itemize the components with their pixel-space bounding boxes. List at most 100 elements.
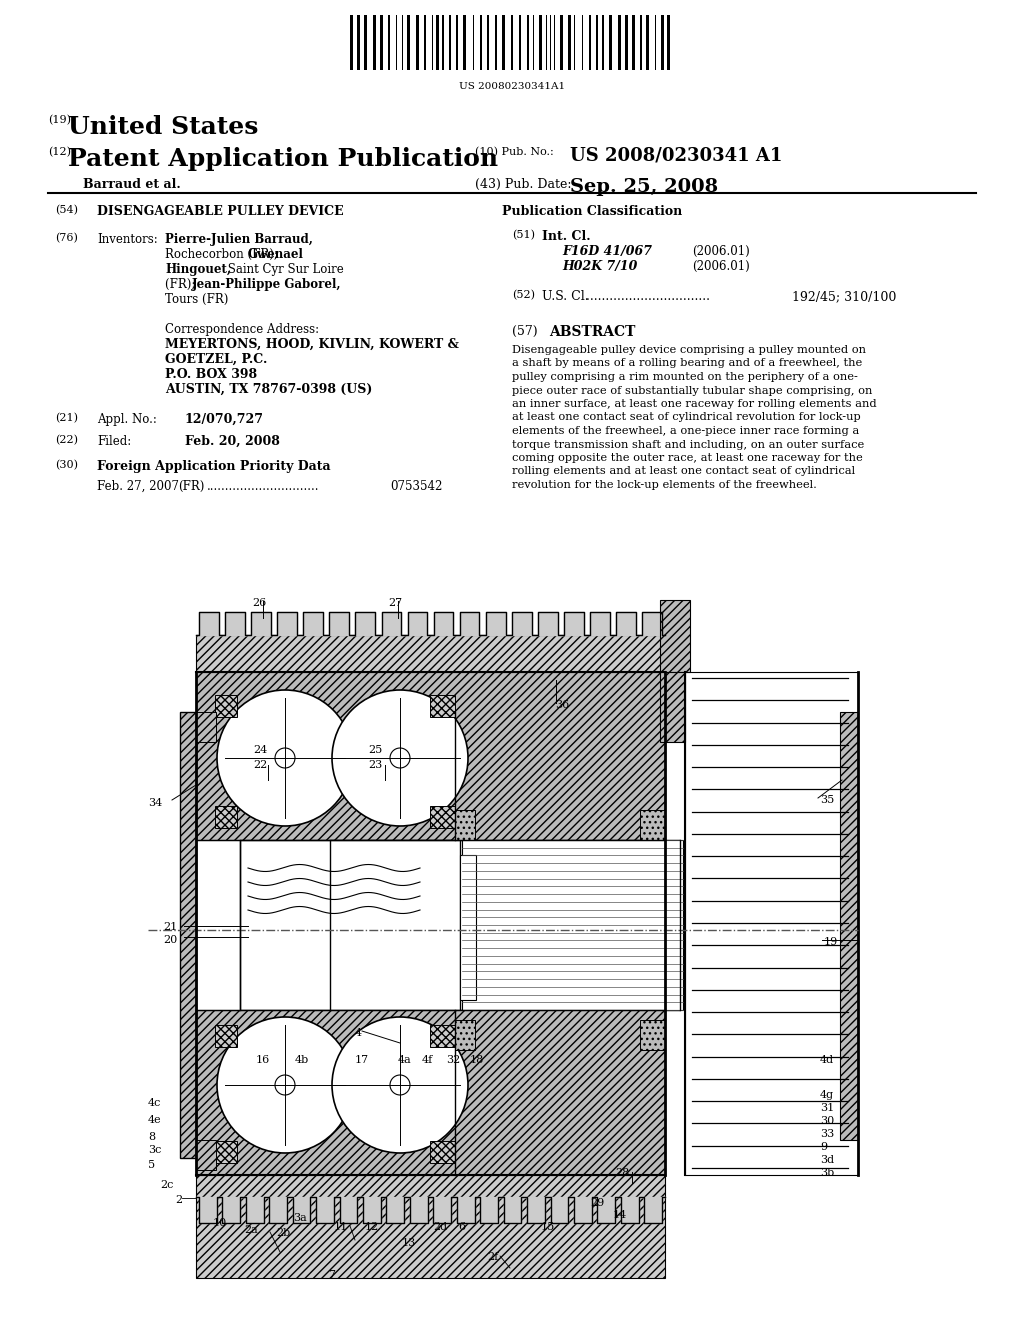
- Bar: [196, 711, 216, 742]
- Text: 16: 16: [256, 1055, 270, 1065]
- Text: 36: 36: [555, 700, 569, 710]
- Text: 2a: 2a: [244, 1225, 258, 1236]
- Bar: [449, 15, 451, 70]
- Text: (30): (30): [55, 459, 78, 470]
- Text: torque transmission shaft and including, on an outer surface: torque transmission shaft and including,…: [512, 440, 864, 450]
- Text: Jean-Philippe Gaborel,: Jean-Philippe Gaborel,: [193, 279, 341, 290]
- Bar: [430, 696, 455, 717]
- Text: F16D 41/067: F16D 41/067: [562, 246, 652, 257]
- Text: 3b: 3b: [820, 1168, 835, 1177]
- Bar: [519, 15, 521, 70]
- Text: (57): (57): [512, 325, 538, 338]
- Text: Barraud et al.: Barraud et al.: [83, 178, 181, 191]
- Bar: [424, 15, 426, 70]
- Bar: [462, 840, 683, 1010]
- Bar: [196, 635, 665, 672]
- Circle shape: [332, 690, 468, 826]
- Text: 7: 7: [328, 1270, 335, 1280]
- Text: 35: 35: [820, 795, 835, 805]
- Text: 4d: 4d: [820, 1055, 835, 1065]
- Bar: [455, 810, 475, 840]
- Text: Tours (FR): Tours (FR): [165, 293, 228, 306]
- Bar: [380, 15, 383, 70]
- Text: Hingouet,: Hingouet,: [165, 263, 231, 276]
- Bar: [667, 15, 670, 70]
- Text: Feb. 27, 2007: Feb. 27, 2007: [97, 480, 179, 492]
- Bar: [388, 15, 390, 70]
- Bar: [460, 855, 476, 1001]
- Text: 12: 12: [365, 1222, 379, 1232]
- Bar: [416, 15, 419, 70]
- Text: (54): (54): [55, 205, 78, 215]
- Text: (10) Pub. No.:: (10) Pub. No.:: [475, 147, 554, 157]
- Text: 30: 30: [820, 1115, 835, 1126]
- Bar: [240, 840, 680, 1010]
- Text: rolling elements and at least one contact seat of cylindrical: rolling elements and at least one contac…: [512, 466, 855, 477]
- Text: GOETZEL, P.C.: GOETZEL, P.C.: [165, 352, 267, 366]
- Text: 14: 14: [613, 1210, 628, 1220]
- Bar: [364, 15, 367, 70]
- Bar: [660, 672, 685, 742]
- Bar: [357, 15, 360, 70]
- Text: 23: 23: [368, 760, 382, 770]
- Text: 33: 33: [820, 1129, 835, 1139]
- Bar: [609, 15, 612, 70]
- Text: Appl. No.:: Appl. No.:: [97, 413, 157, 426]
- Text: 18: 18: [470, 1055, 484, 1065]
- Text: (51): (51): [512, 230, 535, 240]
- Circle shape: [332, 1016, 468, 1152]
- Text: 8: 8: [148, 1133, 155, 1142]
- Text: 0753542: 0753542: [390, 480, 442, 492]
- Text: H02K 7/10: H02K 7/10: [562, 260, 637, 273]
- Bar: [196, 1175, 665, 1278]
- Bar: [502, 15, 505, 70]
- Text: 3d: 3d: [820, 1155, 835, 1166]
- Bar: [196, 672, 665, 840]
- Text: (FR): (FR): [178, 480, 205, 492]
- Bar: [215, 1140, 237, 1163]
- Text: 22: 22: [253, 760, 267, 770]
- Text: Correspondence Address:: Correspondence Address:: [165, 323, 319, 337]
- Text: (43) Pub. Date:: (43) Pub. Date:: [475, 178, 571, 191]
- Bar: [215, 807, 237, 828]
- Text: ..............................: ..............................: [207, 480, 319, 492]
- Text: 15: 15: [541, 1222, 555, 1232]
- Bar: [487, 15, 489, 70]
- Bar: [625, 15, 628, 70]
- Text: (2006.01): (2006.01): [692, 246, 750, 257]
- Text: 4: 4: [355, 1028, 362, 1038]
- Bar: [640, 810, 665, 840]
- Text: 32: 32: [446, 1055, 460, 1065]
- Text: elements of the freewheel, a one-piece inner race forming a: elements of the freewheel, a one-piece i…: [512, 426, 859, 436]
- Text: a shaft by means of a rolling bearing and of a freewheel, the: a shaft by means of a rolling bearing an…: [512, 359, 862, 368]
- Bar: [407, 15, 410, 70]
- Text: ABSTRACT: ABSTRACT: [549, 325, 635, 339]
- Text: 24: 24: [253, 744, 267, 755]
- Bar: [215, 696, 237, 717]
- Text: AUSTIN, TX 78767-0398 (US): AUSTIN, TX 78767-0398 (US): [165, 383, 373, 396]
- Bar: [568, 15, 571, 70]
- Text: (76): (76): [55, 234, 78, 243]
- Bar: [560, 15, 563, 70]
- Text: 2c: 2c: [160, 1180, 173, 1191]
- Text: Feb. 20, 2008: Feb. 20, 2008: [185, 436, 280, 447]
- Text: 4g: 4g: [820, 1090, 835, 1100]
- Text: at least one contact seat of cylindrical revolution for lock-up: at least one contact seat of cylindrical…: [512, 412, 861, 422]
- Bar: [455, 1020, 475, 1049]
- Text: coming opposite the outer race, at least one raceway for the: coming opposite the outer race, at least…: [512, 453, 863, 463]
- Text: 2: 2: [175, 1195, 182, 1205]
- Text: 3a: 3a: [293, 1213, 307, 1224]
- Text: (52): (52): [512, 290, 535, 301]
- Text: 4a: 4a: [398, 1055, 412, 1065]
- Text: Rochecorbon (FR);: Rochecorbon (FR);: [165, 248, 282, 261]
- Text: Patent Application Publication: Patent Application Publication: [68, 147, 498, 172]
- Text: Int. Cl.: Int. Cl.: [542, 230, 591, 243]
- Text: 11: 11: [334, 1222, 348, 1232]
- Text: 4b: 4b: [295, 1055, 309, 1065]
- Text: 19: 19: [824, 937, 839, 946]
- Bar: [632, 15, 635, 70]
- Text: pulley comprising a rim mounted on the periphery of a one-: pulley comprising a rim mounted on the p…: [512, 372, 858, 381]
- Bar: [456, 15, 458, 70]
- Bar: [330, 840, 460, 1010]
- Text: (21): (21): [55, 413, 78, 424]
